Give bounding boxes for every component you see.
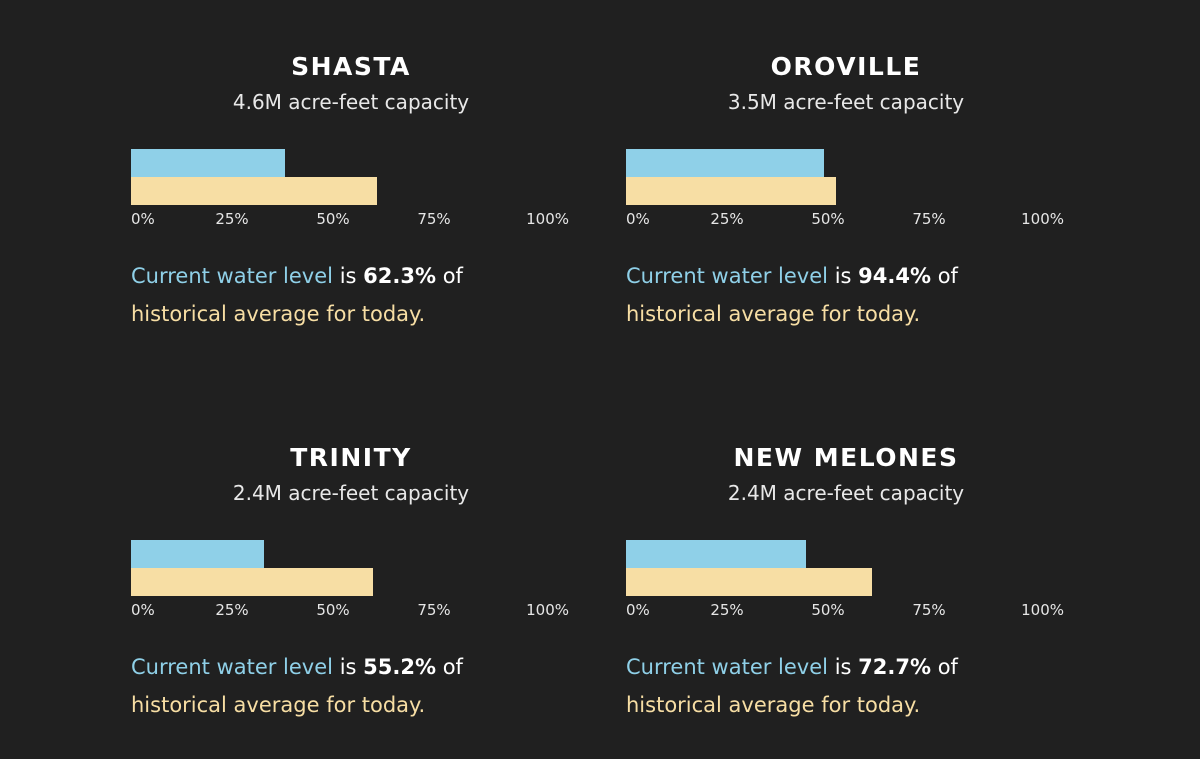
is-word: is — [834, 264, 852, 288]
current-level-bar — [626, 149, 824, 177]
tick-label: 0% — [626, 210, 650, 228]
x-axis-ticks: 0% 25% 50% 75% 100% — [131, 601, 571, 621]
of-word: of — [937, 264, 958, 288]
description: Current water level is 72.7% of historica… — [626, 648, 1086, 724]
is-word: is — [339, 264, 357, 288]
current-level-label: Current water level — [626, 264, 828, 288]
of-word: of — [442, 655, 463, 679]
tick-label: 75% — [912, 210, 946, 228]
tick-label: 100% — [1021, 210, 1064, 228]
is-word: is — [834, 655, 852, 679]
historical-average-bar — [131, 177, 378, 205]
x-axis-ticks: 0% 25% 50% 75% 100% — [626, 601, 1066, 621]
reservoir-panel: OROVILLE 3.5M acre-feet capacity 0% 25% 50% 7… — [626, 0, 1066, 360]
chart-subtitle: 4.6M acre-feet capacity — [232, 90, 470, 114]
percent-value: 72.7% — [858, 655, 932, 679]
chart-subtitle: 2.4M acre-feet capacity — [727, 481, 965, 505]
percent-value: 62.3% — [363, 264, 437, 288]
current-level-label: Current water level — [131, 655, 333, 679]
current-level-bar — [131, 540, 265, 568]
tick-label: 25% — [215, 210, 249, 228]
description: Current water level is 94.4% of historica… — [626, 257, 1086, 333]
reservoir-panel: TRINITY 2.4M acre-feet capacity 0% 25% 50% 75… — [131, 391, 571, 751]
current-level-label: Current water level — [626, 655, 828, 679]
tick-label: 0% — [131, 210, 155, 228]
of-word: of — [442, 264, 463, 288]
current-level-bar — [131, 149, 285, 177]
tick-label: 25% — [215, 601, 249, 619]
chart-title: OROVILLE — [770, 52, 922, 81]
historical-average-label: historical average for today. — [131, 302, 426, 326]
tick-label: 0% — [626, 601, 650, 619]
bar-group — [626, 149, 1066, 207]
tick-label: 75% — [417, 601, 451, 619]
of-word: of — [937, 655, 958, 679]
chart-title: NEW MELONES — [733, 443, 959, 472]
historical-average-label: historical average for today. — [626, 302, 921, 326]
current-level-bar — [626, 540, 806, 568]
tick-label: 0% — [131, 601, 155, 619]
percent-value: 55.2% — [363, 655, 437, 679]
historical-average-label: historical average for today. — [626, 693, 921, 717]
tick-label: 50% — [811, 210, 845, 228]
historical-average-bar — [626, 177, 837, 205]
description: Current water level is 55.2% of historica… — [131, 648, 591, 724]
description: Current water level is 62.3% of historica… — [131, 257, 591, 333]
historical-average-label: historical average for today. — [131, 693, 426, 717]
tick-label: 100% — [526, 210, 569, 228]
tick-label: 50% — [316, 601, 350, 619]
chart-subtitle: 2.4M acre-feet capacity — [232, 481, 470, 505]
tick-label: 75% — [912, 601, 946, 619]
historical-average-bar — [131, 568, 374, 596]
reservoir-panel: SHASTA 4.6M acre-feet capacity 0% 25% 50% 75%… — [131, 0, 571, 360]
historical-average-bar — [626, 568, 873, 596]
chart-title: SHASTA — [291, 52, 411, 81]
bar-group — [131, 540, 571, 598]
is-word: is — [339, 655, 357, 679]
tick-label: 100% — [526, 601, 569, 619]
tick-label: 75% — [417, 210, 451, 228]
tick-label: 25% — [710, 210, 744, 228]
tick-label: 100% — [1021, 601, 1064, 619]
tick-label: 50% — [316, 210, 350, 228]
bar-group — [626, 540, 1066, 598]
reservoir-panel: NEW MELONES 2.4M acre-feet capacity 0% 25% 5… — [626, 391, 1066, 751]
current-level-label: Current water level — [131, 264, 333, 288]
x-axis-ticks: 0% 25% 50% 75% 100% — [131, 210, 571, 230]
bar-group — [131, 149, 571, 207]
chart-subtitle: 3.5M acre-feet capacity — [727, 90, 965, 114]
percent-value: 94.4% — [858, 264, 932, 288]
x-axis-ticks: 0% 25% 50% 75% 100% — [626, 210, 1066, 230]
tick-label: 25% — [710, 601, 744, 619]
chart-title: TRINITY — [290, 443, 412, 472]
tick-label: 50% — [811, 601, 845, 619]
